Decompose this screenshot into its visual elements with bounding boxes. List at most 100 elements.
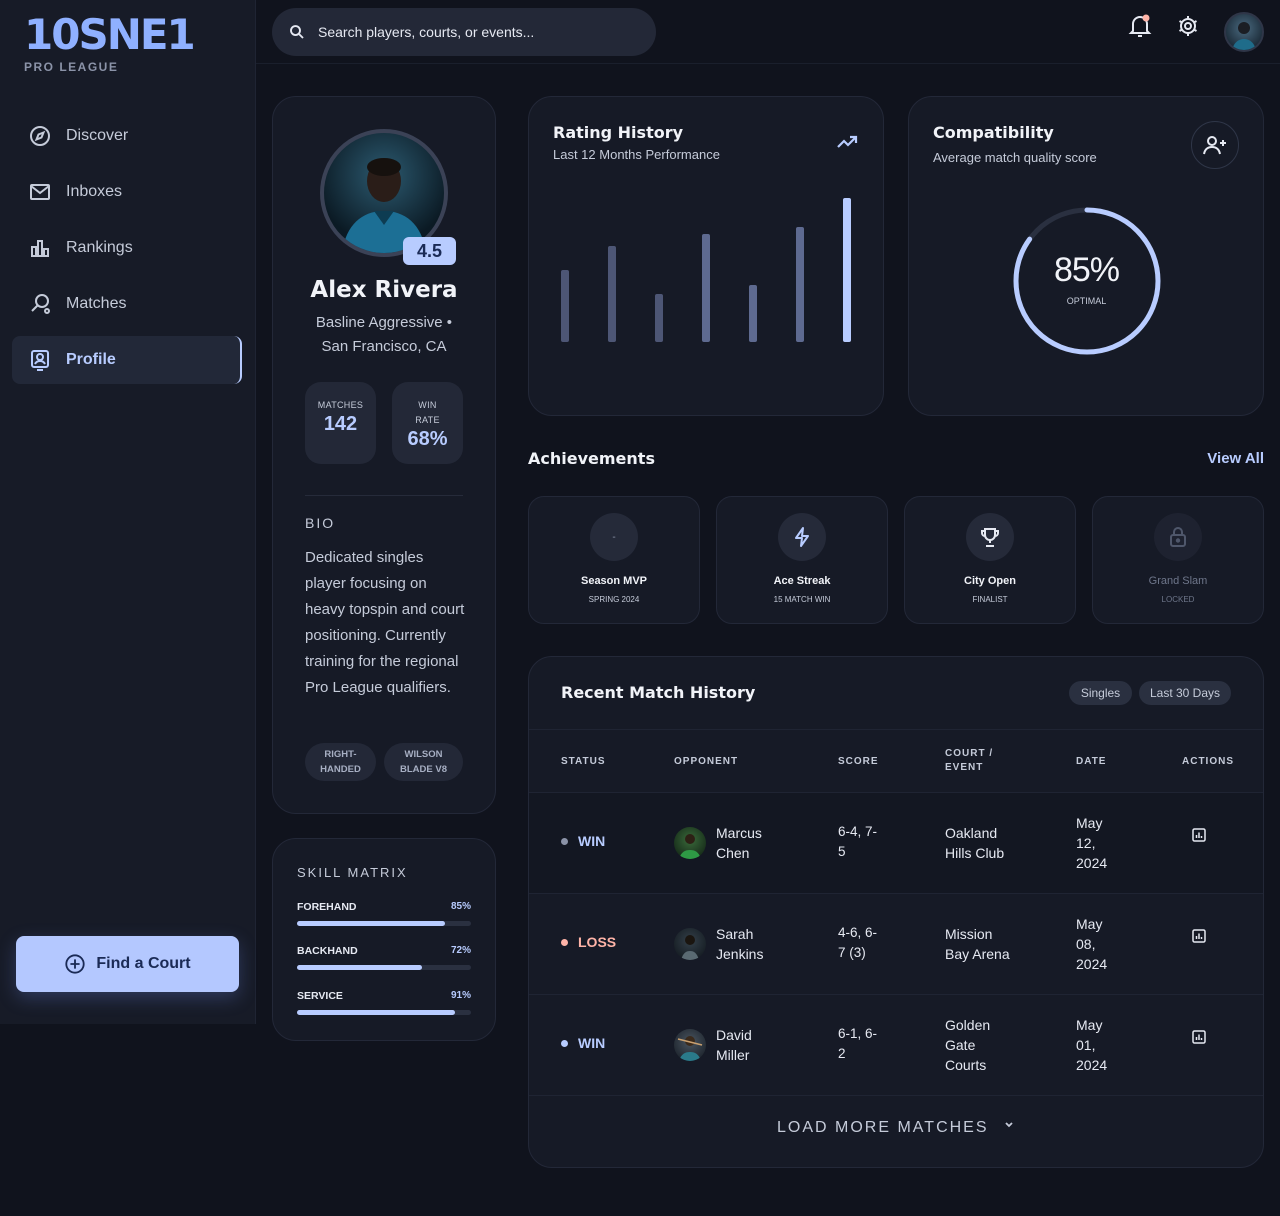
achievement-sub: SPRING 2024 xyxy=(588,595,640,604)
skill-track xyxy=(297,965,471,970)
stat-win-rate: WIN RATE 68% xyxy=(392,382,463,464)
trophy-icon xyxy=(981,528,999,547)
user-avatar[interactable] xyxy=(1224,12,1264,52)
skill-backhand: BACKHAND 72% xyxy=(297,945,471,970)
tag-handedness: RIGHT- HANDED xyxy=(305,743,376,781)
achievement-season-mvp[interactable]: - Season MVP SPRING 2024 xyxy=(528,496,700,624)
trophy-icon-wrap xyxy=(966,513,1014,561)
stats-report-icon[interactable] xyxy=(1191,1029,1207,1045)
achievement-grand-slam[interactable]: Grand Slam LOCKED xyxy=(1092,496,1264,624)
lock-icon-wrap xyxy=(1154,513,1202,561)
match-date: May 12, 2024 xyxy=(1076,815,1108,871)
opponent-portrait-icon xyxy=(681,935,699,960)
court-event: Mission Bay Arena xyxy=(945,926,1010,962)
bio-text: Dedicated singles player focusing on hea… xyxy=(305,549,465,696)
opponent-name: David Miller xyxy=(716,1027,752,1063)
divider xyxy=(529,729,1263,730)
skill-fill xyxy=(297,965,423,970)
nav-item-rankings[interactable]: Rankings xyxy=(12,224,242,272)
lightning-icon-wrap xyxy=(778,513,826,561)
bio-title: BIO xyxy=(305,515,336,531)
skill-forehand: FOREHAND 85% xyxy=(297,901,471,926)
achievement-name: Season MVP xyxy=(580,575,648,587)
mail-icon xyxy=(30,184,50,200)
header-actions: ACTIONS xyxy=(1182,756,1234,767)
skill-service: SERVICE 91% xyxy=(297,990,471,1015)
rating-bar xyxy=(796,226,804,342)
nav-item-profile[interactable]: Profile xyxy=(12,336,242,384)
sidebar: 10SNE1 PRO LEAGUE Discover Inboxes Ranki… xyxy=(0,0,256,1024)
achievement-name: Grand Slam xyxy=(1148,575,1208,587)
skill-matrix-title: SKILL MATRIX xyxy=(297,865,408,880)
add-user-icon xyxy=(1203,136,1226,155)
match-date: May 08, 2024 xyxy=(1076,916,1108,972)
trending-up-icon[interactable] xyxy=(835,131,859,151)
brand-logo[interactable]: 10SNE1 xyxy=(24,10,196,59)
filter-chip-singles[interactable]: Singles xyxy=(1069,681,1132,705)
opponent-avatar xyxy=(674,1029,706,1061)
court-event: Golden Gate Courts xyxy=(945,1017,991,1073)
achievement-city-open[interactable]: City Open FINALIST xyxy=(904,496,1076,624)
rating-badge: 4.5 xyxy=(403,237,456,265)
skill-track xyxy=(297,1010,471,1015)
compass-icon xyxy=(30,126,50,146)
opponent-name: Marcus Chen xyxy=(716,825,762,861)
search-input[interactable]: Search players, courts, or events... xyxy=(272,8,656,56)
court-event: Oakland Hills Club xyxy=(945,825,1005,861)
table-row[interactable]: WIN Marcus Chen 6-4, 7- 5 Oakland Hills Clu… xyxy=(529,792,1263,893)
achievement-ace-streak[interactable]: Ace Streak 15 MATCH WIN xyxy=(716,496,888,624)
rating-bar xyxy=(561,270,569,342)
bell-icon[interactable] xyxy=(1128,12,1152,40)
compatibility-title: Compatibility xyxy=(933,123,1054,142)
table-row[interactable]: LOSS Sarah Jenkins 4-6, 6- 7 (3) Mission Ba… xyxy=(529,893,1263,994)
rating-history-card: Rating History Last 12 Months Performanc… xyxy=(528,96,884,416)
match-score: 6-4, 7- 5 xyxy=(838,824,878,859)
find-court-button[interactable]: Find a Court xyxy=(16,936,239,992)
status-dot xyxy=(561,1039,568,1047)
stat-value: 68% xyxy=(407,428,448,450)
nav-item-matches[interactable]: Matches xyxy=(12,280,242,328)
nav-item-inboxes[interactable]: Inboxes xyxy=(12,168,242,216)
stats-report-icon[interactable] xyxy=(1191,827,1207,843)
gauge-value: 85% xyxy=(1053,251,1120,289)
stat-label: WIN RATE xyxy=(415,400,440,425)
skill-percent: 72% xyxy=(450,945,471,956)
rating-history-title: Rating History xyxy=(553,123,684,142)
compatibility-gauge xyxy=(1013,207,1161,355)
lightning-icon xyxy=(795,527,809,547)
gauge-arc xyxy=(1013,207,1161,355)
skill-fill xyxy=(297,1010,456,1015)
compatibility-subtitle: Average match quality score xyxy=(933,150,1097,165)
rating-history-subtitle: Last 12 Months Performance xyxy=(553,147,720,162)
skill-matrix-card: SKILL MATRIX FOREHAND 85% BACKHAND 72% S… xyxy=(272,838,496,1041)
match-history-title: Recent Match History xyxy=(561,683,756,702)
opponent-portrait-icon xyxy=(677,1036,703,1061)
skill-percent: 85% xyxy=(450,901,471,912)
play-style: Basline Aggressive • xyxy=(315,314,453,331)
search-icon xyxy=(290,25,304,39)
brand-subtitle: PRO LEAGUE xyxy=(24,60,119,74)
achievement-name: Ace Streak xyxy=(773,575,831,587)
gear-icon[interactable] xyxy=(1176,12,1200,40)
search-placeholder: Search players, courts, or events... xyxy=(318,24,535,40)
location: San Francisco, CA xyxy=(321,338,447,355)
stats-report-icon[interactable] xyxy=(1191,928,1207,944)
opponent-portrait-icon xyxy=(679,834,701,859)
header-court: COURT / EVENT xyxy=(945,748,994,773)
status-dot xyxy=(561,938,568,946)
gauge-status: OPTIMAL xyxy=(1066,296,1107,306)
view-all-link[interactable]: View All xyxy=(1207,450,1264,467)
nav-item-discover[interactable]: Discover xyxy=(12,112,242,160)
nav-label: Discover xyxy=(66,127,129,144)
header-opponent: OPPONENT xyxy=(674,756,739,767)
table-row[interactable]: WIN David Miller 6-1, 6- 2 Golden Gate Court… xyxy=(529,994,1263,1095)
header-score: SCORE xyxy=(838,756,879,767)
status-badge: LOSS xyxy=(561,934,616,950)
skill-fill xyxy=(297,921,445,926)
skill-name: SERVICE xyxy=(297,990,343,1002)
achievement-sub: 15 MATCH WIN xyxy=(773,595,831,604)
find-court-label: Find a Court xyxy=(96,955,191,972)
add-user-button[interactable] xyxy=(1191,121,1239,169)
load-more-button[interactable]: LOAD MORE MATCHES xyxy=(529,1119,1263,1137)
filter-chip-date-range[interactable]: Last 30 Days xyxy=(1139,681,1231,705)
